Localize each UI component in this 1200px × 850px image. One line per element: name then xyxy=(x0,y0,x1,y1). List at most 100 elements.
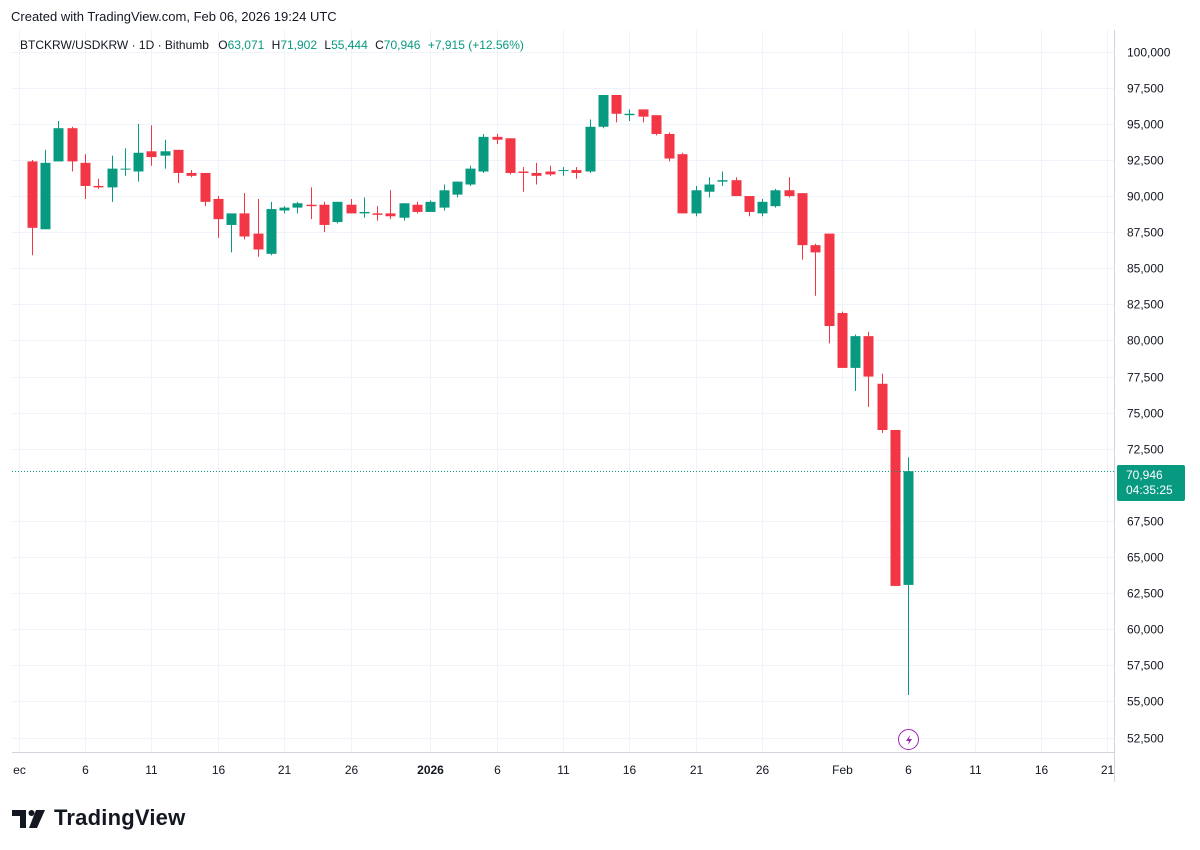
candle-body xyxy=(93,185,104,188)
candle xyxy=(279,206,290,214)
candle-body xyxy=(531,172,542,176)
tradingview-logo-icon xyxy=(12,810,45,828)
price-tick-label: 55,000 xyxy=(1127,695,1164,709)
candle xyxy=(531,162,542,185)
candle xyxy=(67,126,78,172)
price-tick-label: 77,500 xyxy=(1127,371,1164,385)
time-tick-label: ec xyxy=(13,763,26,777)
tradingview-brand[interactable]: TradingView xyxy=(12,804,185,832)
price-tick-label: 65,000 xyxy=(1127,551,1164,565)
candle-body xyxy=(146,151,157,158)
candle-body xyxy=(306,204,317,207)
time-tick-label: 21 xyxy=(690,763,704,777)
candle-body xyxy=(731,180,742,197)
candle-body xyxy=(638,109,649,117)
candles xyxy=(27,94,914,696)
candle xyxy=(677,152,688,214)
candle-body xyxy=(439,190,450,208)
candle-body xyxy=(253,233,264,250)
price-tick-label: 62,500 xyxy=(1127,587,1164,601)
candle-body xyxy=(107,168,118,188)
candle xyxy=(784,177,795,198)
candle xyxy=(624,109,635,121)
candle-body xyxy=(877,383,888,430)
candle-body xyxy=(292,203,303,208)
candle-body xyxy=(545,171,556,175)
candle xyxy=(545,165,556,176)
candle-body xyxy=(505,138,516,173)
candle xyxy=(200,172,211,207)
candle-body xyxy=(53,128,64,162)
candle-body xyxy=(492,136,503,140)
lightning-bolt-icon[interactable] xyxy=(898,729,919,750)
candle-body xyxy=(757,201,768,214)
time-tick-label: 16 xyxy=(623,763,637,777)
candle-body xyxy=(518,171,529,173)
candle-body xyxy=(359,211,370,214)
candle xyxy=(213,196,224,238)
time-tick-label: 16 xyxy=(212,763,226,777)
time-axis: ec 6 11 16 21 26 2026 6 11 16 21 26 Feb 6 11 16 21 xyxy=(13,763,1114,777)
time-tick-label: 6 xyxy=(494,763,501,777)
brand-name: TradingView xyxy=(54,805,186,830)
candle-body xyxy=(239,213,250,237)
candle xyxy=(292,201,303,214)
candle xyxy=(558,167,569,176)
candle-body xyxy=(824,233,835,327)
time-tick-label: 6 xyxy=(82,763,89,777)
time-tick-label: 26 xyxy=(345,763,359,777)
chart-legend: BTCKRW/USDKRW · 1D · Bithumb O63,071 H71… xyxy=(20,38,524,52)
time-tick-label: 11 xyxy=(557,763,570,777)
candle-body xyxy=(319,204,330,225)
candle-body xyxy=(677,154,688,214)
candle-body xyxy=(80,162,91,186)
candle xyxy=(412,201,423,214)
candle xyxy=(346,198,357,214)
time-tick-label: 6 xyxy=(905,763,912,777)
last-price-tag: 70,946 04:35:25 xyxy=(1117,465,1185,501)
candle xyxy=(651,115,662,136)
candle-body xyxy=(226,213,237,225)
time-tick-label: 21 xyxy=(278,763,292,777)
price-tick-label: 60,000 xyxy=(1127,623,1164,637)
candle xyxy=(717,171,728,186)
candle-body xyxy=(478,136,489,172)
candle xyxy=(332,201,343,224)
price-tick-label: 92,500 xyxy=(1127,154,1164,168)
candle-body xyxy=(372,213,383,215)
candle-body xyxy=(346,204,357,214)
candle-body xyxy=(133,152,144,172)
candle xyxy=(478,133,489,173)
candle-body xyxy=(186,172,197,176)
last-price-value: 70,946 xyxy=(1126,468,1163,482)
candle-body xyxy=(412,204,423,212)
candle-body xyxy=(279,207,290,211)
candle-body xyxy=(704,184,715,192)
candle xyxy=(425,200,436,212)
candle xyxy=(664,132,675,162)
candle xyxy=(465,165,476,186)
candle xyxy=(505,138,516,175)
candle-body xyxy=(173,149,184,173)
candle-body xyxy=(67,128,78,162)
legend-close-label: C xyxy=(375,38,384,52)
candle xyxy=(824,233,835,344)
candle-body xyxy=(611,94,622,114)
candle-body xyxy=(863,336,874,377)
candle xyxy=(439,184,450,211)
legend-high-value: 71,902 xyxy=(280,38,318,52)
candle-body xyxy=(651,115,662,134)
candle-body xyxy=(717,180,728,182)
candle xyxy=(492,133,503,145)
candle xyxy=(93,178,104,189)
candle-body xyxy=(903,471,914,585)
candle-body xyxy=(691,190,702,214)
candle-body xyxy=(624,113,635,116)
price-axis: 100,000 97,500 95,000 92,500 90,000 87,500 85,… xyxy=(1127,46,1171,746)
candle xyxy=(704,177,715,198)
legend-open-label: O xyxy=(218,38,228,52)
candle-body xyxy=(784,190,795,197)
time-tick-label: 26 xyxy=(756,763,770,777)
candle xyxy=(797,193,808,260)
